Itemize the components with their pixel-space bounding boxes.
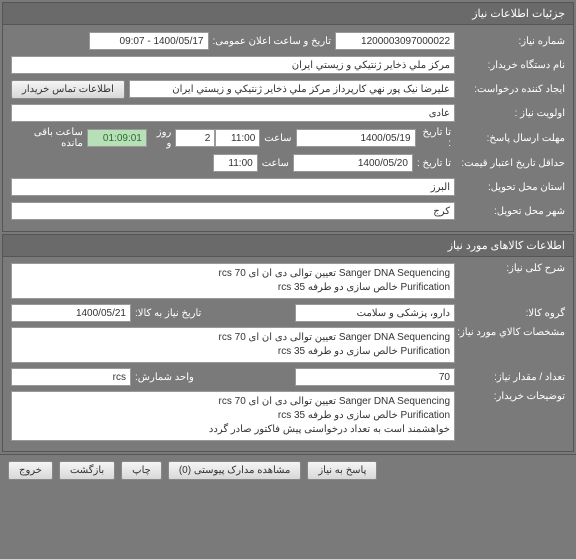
price-valid-label: حداقل تاریخ اعتبار قیمت:	[455, 158, 565, 169]
unit-field	[11, 368, 131, 386]
deadline-time-label: ساعت	[260, 133, 295, 144]
desc-field: Sanger DNA Sequencing تعیین توالی دی ان …	[11, 263, 455, 299]
group-label: گروه کالا:	[455, 308, 565, 319]
price-valid-to-label: تا تاریخ :	[413, 158, 455, 169]
panel1-header: جزئیات اطلاعات نیاز	[3, 3, 573, 25]
qty-field	[295, 368, 455, 386]
desc-label: شرح کلی نیاز:	[455, 263, 565, 274]
price-valid-time-field	[213, 154, 258, 172]
priority-label: اولویت نیاز :	[455, 108, 565, 119]
back-button[interactable]: بازگشت	[59, 461, 115, 480]
need-date-label: تاریخ نیاز به کالا:	[131, 308, 205, 319]
need-details-panel: جزئیات اطلاعات نیاز شماره نیاز: تاریخ و …	[2, 2, 574, 232]
days-suffix: روز و	[147, 127, 175, 149]
city-field	[11, 202, 455, 220]
spec-field: Sanger DNA Sequencing تعیین توالی دی ان …	[11, 327, 455, 363]
respond-button[interactable]: پاسخ به نیاز	[307, 461, 377, 480]
unit-label: واحد شمارش:	[131, 372, 198, 383]
price-valid-date-field	[293, 154, 413, 172]
remain-time-field	[87, 129, 147, 147]
notes-label: توضیحات خریدار:	[455, 391, 565, 402]
goods-panel: اطلاعات کالاهای مورد نیاز شرح کلی نیاز: …	[2, 234, 574, 452]
creator-label: ایجاد کننده درخواست:	[455, 84, 565, 95]
print-button[interactable]: چاپ	[121, 461, 162, 480]
panel2-header: اطلاعات کالاهای مورد نیاز	[3, 235, 573, 257]
deadline-to-label: تا تاریخ :	[416, 127, 455, 149]
need-no-label: شماره نیاز:	[455, 36, 565, 47]
attachments-button[interactable]: مشاهده مدارک پیوستی (0)	[168, 461, 302, 480]
deadline-time-field	[215, 129, 260, 147]
announce-field	[89, 32, 209, 50]
city-label: شهر محل تحویل:	[455, 206, 565, 217]
notes-field: Sanger DNA Sequencing تعیین توالی دی ان …	[11, 391, 455, 441]
group-field	[295, 304, 455, 322]
creator-field	[129, 80, 455, 98]
days-field	[175, 129, 215, 147]
province-field	[11, 178, 455, 196]
announce-label: تاریخ و ساعت اعلان عمومی:	[209, 36, 336, 47]
remain-suffix: ساعت باقی مانده	[11, 127, 87, 149]
buyer-label: نام دستگاه خریدار:	[455, 60, 565, 71]
deadline-label: مهلت ارسال پاسخ:	[455, 133, 565, 144]
price-valid-time-label: ساعت	[258, 158, 293, 169]
qty-label: تعداد / مقدار نیاز:	[455, 372, 565, 383]
deadline-date-field	[296, 129, 416, 147]
province-label: استان محل تحویل:	[455, 182, 565, 193]
buyer-field	[11, 56, 455, 74]
buyer-contact-button[interactable]: اطلاعات تماس خریدار	[11, 80, 125, 99]
priority-field	[11, 104, 455, 122]
spec-label: مشخصات کالاي مورد نیاز:	[455, 327, 565, 338]
exit-button[interactable]: خروج	[8, 461, 53, 480]
need-date-field	[11, 304, 131, 322]
panel2-body: شرح کلی نیاز: Sanger DNA Sequencing تعیی…	[3, 257, 573, 451]
panel1-body: شماره نیاز: تاریخ و ساعت اعلان عمومی: نا…	[3, 25, 573, 231]
need-no-field	[335, 32, 455, 50]
button-bar: پاسخ به نیاز مشاهده مدارک پیوستی (0) چاپ…	[0, 454, 576, 486]
